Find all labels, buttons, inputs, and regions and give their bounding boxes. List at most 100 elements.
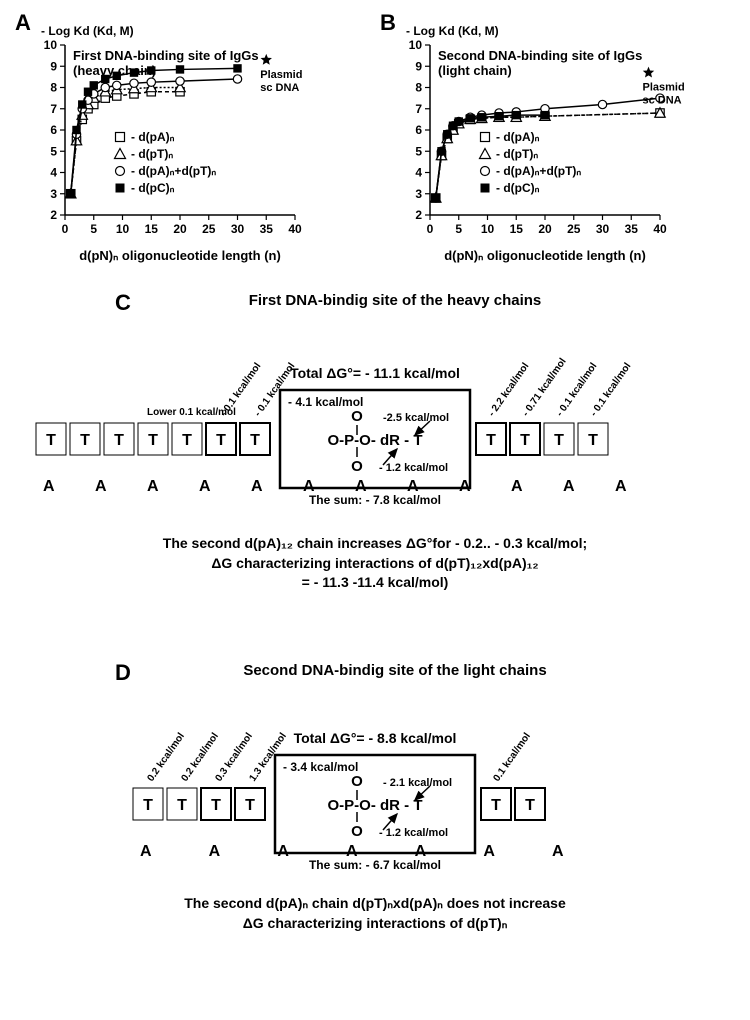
svg-text:- 2.1 kcal/mol: - 2.1 kcal/mol xyxy=(383,777,452,789)
svg-text:T: T xyxy=(486,432,496,449)
svg-text:O: O xyxy=(351,773,363,790)
panel-c-title: First DNA-bindig site of the heavy chain… xyxy=(40,292,750,309)
svg-text:- d(pA)ₙ+d(pT)ₙ: - d(pA)ₙ+d(pT)ₙ xyxy=(131,164,216,178)
chart-b: 05101520253035402345678910Plasmidsc DNA-… xyxy=(380,10,740,270)
svg-text:A: A xyxy=(251,478,263,495)
svg-text:0: 0 xyxy=(62,222,69,236)
svg-text:sc DNA: sc DNA xyxy=(260,82,299,94)
svg-text:10: 10 xyxy=(44,38,58,52)
svg-text:Second DNA-binding site of IgG: Second DNA-binding site of IgGs xyxy=(438,48,642,63)
svg-text:8: 8 xyxy=(415,81,422,95)
svg-text:T: T xyxy=(80,432,90,449)
svg-text:- Log Kd (Kd, M): - Log Kd (Kd, M) xyxy=(406,24,499,38)
svg-text:7: 7 xyxy=(415,102,422,116)
svg-text:The sum: - 6.7 kcal/mol: The sum: - 6.7 kcal/mol xyxy=(309,858,441,872)
panel-d-label: D xyxy=(115,660,131,686)
svg-text:- Log Kd (Kd, M): - Log Kd (Kd, M) xyxy=(41,24,134,38)
panel-b-label: B xyxy=(380,10,396,36)
svg-text:5: 5 xyxy=(90,222,97,236)
chart-a: 05101520253035402345678910Plasmidsc DNA-… xyxy=(15,10,375,270)
svg-text:First DNA-binding site of IgGs: First DNA-binding site of IgGs xyxy=(73,48,259,63)
svg-text:10: 10 xyxy=(481,222,495,236)
svg-text:20: 20 xyxy=(538,222,552,236)
svg-text:3: 3 xyxy=(415,187,422,201)
svg-text:-2.5 kcal/mol: -2.5 kcal/mol xyxy=(383,412,449,424)
diagram-c: Total ΔG°= - 11.1 kcal/mol- 4.1 kcal/mol… xyxy=(0,309,750,529)
svg-text:A: A xyxy=(563,478,575,495)
svg-text:2: 2 xyxy=(415,208,422,222)
svg-text:- d(pA)ₙ: - d(pA)ₙ xyxy=(496,130,540,144)
svg-text:T: T xyxy=(520,432,530,449)
svg-text:30: 30 xyxy=(596,222,610,236)
svg-text:Total ΔG°= - 8.8 kcal/mol: Total ΔG°= - 8.8 kcal/mol xyxy=(294,730,457,746)
svg-text:5: 5 xyxy=(455,222,462,236)
svg-text:15: 15 xyxy=(510,222,524,236)
svg-text:A: A xyxy=(147,478,159,495)
svg-text:30: 30 xyxy=(231,222,245,236)
svg-text:6: 6 xyxy=(50,123,57,137)
svg-text:A: A xyxy=(459,478,471,495)
svg-text:3: 3 xyxy=(50,187,57,201)
svg-text:A: A xyxy=(483,843,495,860)
svg-text:A: A xyxy=(346,843,358,860)
svg-text:T: T xyxy=(211,797,221,814)
svg-text:Plasmid: Plasmid xyxy=(643,82,685,94)
svg-text:Plasmid: Plasmid xyxy=(260,69,302,81)
svg-text:O: O xyxy=(351,458,363,475)
svg-text:O: O xyxy=(351,823,363,840)
svg-text:- d(pA)ₙ+d(pT)ₙ: - d(pA)ₙ+d(pT)ₙ xyxy=(496,164,581,178)
svg-text:A: A xyxy=(511,478,523,495)
svg-text:A: A xyxy=(43,478,55,495)
svg-text:O-P-O- dR - T: O-P-O- dR - T xyxy=(328,797,423,814)
panel-c-caption3: = - 11.3 -11.4 kcal/mol) xyxy=(0,573,750,593)
svg-text:T: T xyxy=(182,432,192,449)
svg-text:A: A xyxy=(415,843,427,860)
svg-text:T: T xyxy=(491,797,501,814)
svg-text:T: T xyxy=(46,432,56,449)
svg-text:- 1.2 kcal/mol: - 1.2 kcal/mol xyxy=(379,827,448,839)
svg-text:2: 2 xyxy=(50,208,57,222)
svg-text:A: A xyxy=(277,843,289,860)
panel-a-label: A xyxy=(15,10,31,36)
svg-text:5: 5 xyxy=(50,144,57,158)
svg-text:T: T xyxy=(250,432,260,449)
svg-text:- d(pC)ₙ: - d(pC)ₙ xyxy=(131,181,175,195)
svg-text:T: T xyxy=(143,797,153,814)
svg-text:T: T xyxy=(554,432,564,449)
svg-text:40: 40 xyxy=(653,222,667,236)
svg-text:A: A xyxy=(95,478,107,495)
panel-d-caption1: The second d(pA)ₙ chain d(pT)ₙxd(pA)ₙ do… xyxy=(0,894,750,914)
svg-text:35: 35 xyxy=(625,222,639,236)
svg-text:0: 0 xyxy=(427,222,434,236)
svg-text:10: 10 xyxy=(116,222,130,236)
svg-text:The sum: - 7.8 kcal/mol: The sum: - 7.8 kcal/mol xyxy=(309,493,441,507)
svg-text:T: T xyxy=(216,432,226,449)
svg-text:T: T xyxy=(177,797,187,814)
svg-text:4: 4 xyxy=(415,166,422,180)
svg-text:8: 8 xyxy=(50,81,57,95)
svg-text:- 3.4 kcal/mol: - 3.4 kcal/mol xyxy=(283,760,358,774)
svg-text:9: 9 xyxy=(50,59,57,73)
svg-text:A: A xyxy=(140,843,152,860)
svg-text:25: 25 xyxy=(202,222,216,236)
panel-c-caption1: The second d(pA)₁₂ chain increases ΔG°fo… xyxy=(0,534,750,554)
svg-text:A: A xyxy=(552,843,564,860)
svg-text:7: 7 xyxy=(50,102,57,116)
svg-text:A: A xyxy=(355,478,367,495)
svg-text:(heavy chain): (heavy chain) xyxy=(73,63,156,78)
svg-text:A: A xyxy=(303,478,315,495)
svg-text:T: T xyxy=(148,432,158,449)
svg-text:A: A xyxy=(407,478,419,495)
svg-text:T: T xyxy=(114,432,124,449)
svg-text:25: 25 xyxy=(567,222,581,236)
svg-text:d(pN)ₙ oligonucleotide length: d(pN)ₙ oligonucleotide length (n) xyxy=(79,248,281,263)
svg-text:6: 6 xyxy=(415,123,422,137)
svg-text:- d(pA)ₙ: - d(pA)ₙ xyxy=(131,130,175,144)
svg-text:T: T xyxy=(525,797,535,814)
panel-c-label: C xyxy=(115,290,131,316)
svg-text:4: 4 xyxy=(50,166,57,180)
svg-text:O: O xyxy=(351,408,363,425)
svg-text:T: T xyxy=(588,432,598,449)
svg-text:- d(pT)ₙ: - d(pT)ₙ xyxy=(131,147,173,161)
svg-text:A: A xyxy=(615,478,627,495)
